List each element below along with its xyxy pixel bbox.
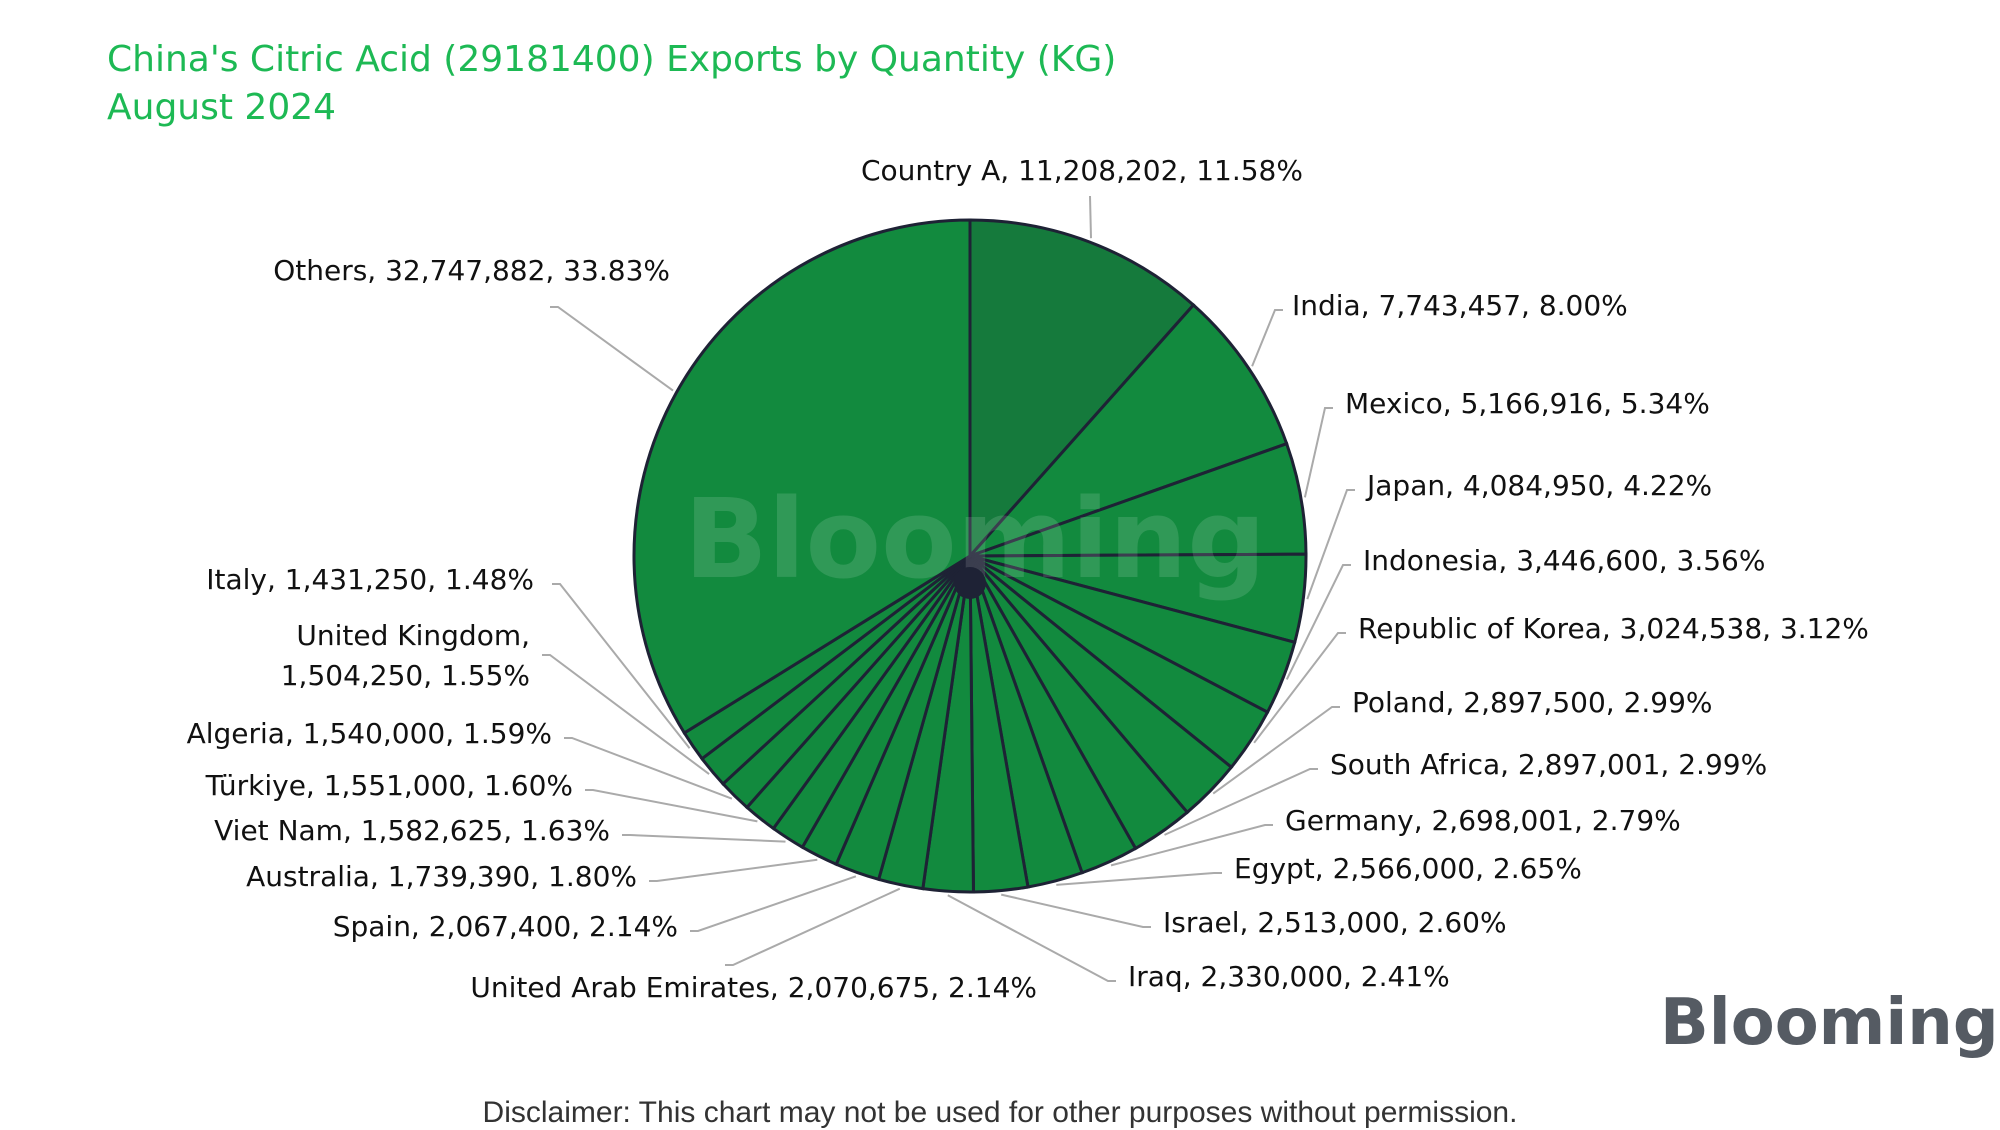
pie-slice-country-a xyxy=(968,218,1196,560)
leader-line xyxy=(1285,564,1351,680)
leader-line xyxy=(1306,489,1355,600)
disclaimer: Disclaimer: This chart may not be used f… xyxy=(482,1096,1518,1129)
slice-label: Australia, 1,739,390, 1.80% xyxy=(246,860,637,893)
blooming-logo: Blooming xyxy=(1660,986,1999,1060)
slice-label: South Africa, 2,897,001, 2.99% xyxy=(1330,748,1767,781)
leader-line xyxy=(1253,632,1346,744)
slice-label: Mexico, 5,166,916, 5.34% xyxy=(1345,387,1710,420)
slice-label: Indonesia, 3,446,600, 3.56% xyxy=(1363,544,1765,577)
slice-label: Egypt, 2,566,000, 2.65% xyxy=(1234,852,1582,885)
leader-lines xyxy=(542,195,1355,982)
slice-label: United Arab Emirates, 2,070,675, 2.14% xyxy=(470,971,1037,1004)
leader-line xyxy=(1251,309,1283,367)
leader-line xyxy=(1212,706,1340,795)
leader-line xyxy=(1164,768,1318,836)
pie-slice-india xyxy=(968,302,1289,558)
chart-title: China's Citric Acid (29181400) Exports b… xyxy=(107,39,1117,80)
leader-line xyxy=(564,737,733,800)
leader-line xyxy=(947,894,1116,982)
slice-label: Viet Nam, 1,582,625, 1.63% xyxy=(214,814,610,847)
leader-line xyxy=(649,858,818,882)
slice-label: Japan, 4,084,950, 4.22% xyxy=(1365,469,1712,502)
leader-line xyxy=(1303,407,1333,498)
slice-label: Spain, 2,067,400, 2.14% xyxy=(333,910,678,943)
pie-slices xyxy=(632,218,1308,894)
leader-line xyxy=(725,887,901,966)
slice-label: Republic of Korea, 3,024,538, 3.12% xyxy=(1358,612,1869,645)
leader-line xyxy=(1000,893,1151,928)
slice-label: India, 7,743,457, 8.00% xyxy=(1292,289,1628,322)
pie-slice-others xyxy=(632,218,972,736)
leader-line xyxy=(1056,872,1222,886)
slice-label: Israel, 2,513,000, 2.60% xyxy=(1163,906,1507,939)
leader-line xyxy=(1089,195,1092,239)
leader-line xyxy=(690,875,857,932)
leader-line xyxy=(550,306,674,392)
slice-label: United Kingdom, 1,504,250, 1.55% xyxy=(281,619,530,692)
slice-label: Algeria, 1,540,000, 1.59% xyxy=(187,717,552,750)
slice-label: Germany, 2,698,001, 2.79% xyxy=(1285,804,1681,837)
slice-labels: Country A, 11,208,202, 11.58% India, 7,74… xyxy=(187,154,1869,1004)
slice-label: Iraq, 2,330,000, 2.41% xyxy=(1128,960,1450,993)
slice-label: Others, 32,747,882, 33.83% xyxy=(273,254,670,287)
slice-label: Türkiye, 1,551,000, 1.60% xyxy=(205,769,573,802)
leader-line xyxy=(552,583,691,749)
leader-line xyxy=(585,789,758,823)
chart-title-block: China's Citric Acid (29181400) Exports b… xyxy=(107,36,1116,132)
slice-label: Country A, 11,208,202, 11.58% xyxy=(861,154,1303,187)
leader-line xyxy=(542,654,710,775)
leader-line xyxy=(1110,824,1273,867)
slice-label: Poland, 2,897,500, 2.99% xyxy=(1352,686,1713,719)
slice-label: Italy, 1,431,250, 1.48% xyxy=(206,563,534,596)
chart-subtitle: August 2024 xyxy=(107,87,337,128)
leader-line xyxy=(622,834,786,843)
pie-center-hub xyxy=(954,567,986,599)
